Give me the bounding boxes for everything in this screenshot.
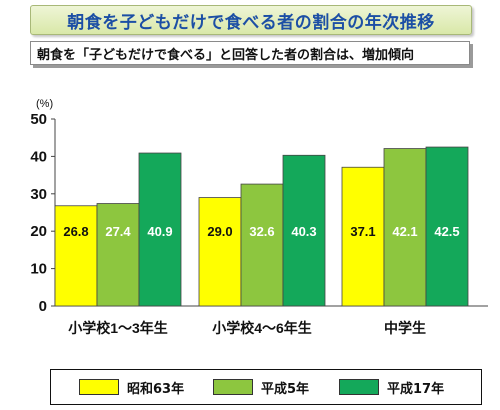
bar-3-3 xyxy=(425,146,469,307)
y-tick-label: 50 xyxy=(30,111,47,128)
bar-1-1 xyxy=(54,205,98,307)
bar-3-1 xyxy=(138,152,182,307)
legend-item-series3: 平成17年 xyxy=(339,378,445,397)
data-label: 40.3 xyxy=(291,224,316,239)
legend-label-series1: 昭和63年 xyxy=(127,381,185,397)
legend-swatch-series1 xyxy=(79,379,119,395)
y-tick-label: 40 xyxy=(30,148,47,165)
x-category-label: 小学校1～3年生 xyxy=(68,320,168,336)
legend-item-series1: 昭和63年 xyxy=(79,378,185,397)
chart-title: 朝食を子どもだけで食べる者の割合の年次推移 xyxy=(30,5,472,35)
data-label: 32.6 xyxy=(249,224,274,239)
bar-1-2 xyxy=(198,197,242,307)
legend-label-series2: 平成5年 xyxy=(261,381,310,397)
bar-2-2 xyxy=(240,183,284,307)
data-label: 42.1 xyxy=(392,224,417,239)
data-label: 27.4 xyxy=(105,224,131,239)
legend-swatch-series3 xyxy=(339,379,379,395)
legend: 昭和63年 平成5年 平成17年 xyxy=(50,369,482,405)
data-label: 37.1 xyxy=(350,224,375,239)
data-label: 29.0 xyxy=(207,224,232,239)
legend-label-series3: 平成17年 xyxy=(387,381,445,397)
y-tick-label: 20 xyxy=(30,223,47,240)
chart-subtitle: 朝食を「子どもだけで食べる」と回答した者の割合は、増加傾向 xyxy=(30,41,470,65)
data-label: 26.8 xyxy=(63,224,88,239)
bar-2-1 xyxy=(96,203,140,307)
data-label: 42.5 xyxy=(434,224,459,239)
x-category-label: 中学生 xyxy=(384,320,426,336)
legend-item-series2: 平成5年 xyxy=(213,378,310,397)
y-tick-label: 10 xyxy=(30,261,47,278)
y-axis-unit-label: (%) xyxy=(36,98,53,110)
y-tick-label: 30 xyxy=(30,186,47,203)
legend-swatch-series2 xyxy=(213,379,253,395)
bar-chart: (%) 0 10 20 30 40 50 26.8 27.4 40.9 小学校1～3年生 29.0 32… xyxy=(30,98,488,336)
data-label: 40.9 xyxy=(147,224,172,239)
y-tick-label: 0 xyxy=(39,298,47,315)
x-category-label: 小学校4～6年生 xyxy=(212,320,312,336)
bar-1-3 xyxy=(341,166,385,307)
bar-3-2 xyxy=(282,154,326,307)
